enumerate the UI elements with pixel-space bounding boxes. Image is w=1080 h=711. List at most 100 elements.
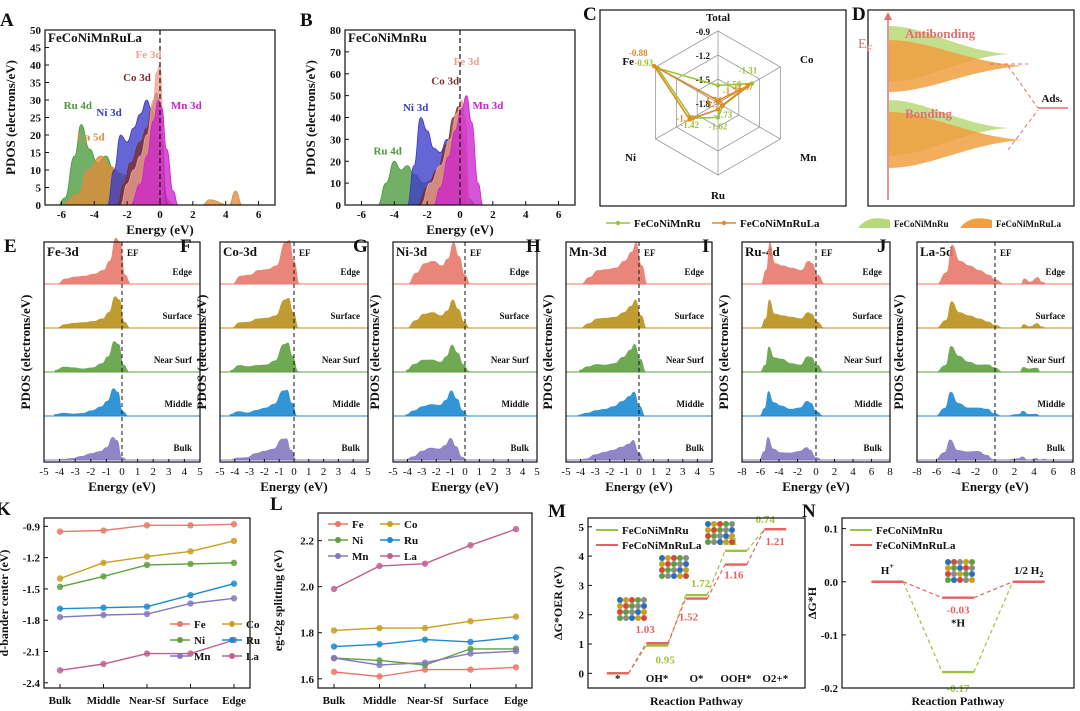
x-tick-label: -4 [403, 466, 413, 478]
radar-value-label: -0.93 [634, 58, 653, 68]
y-tick-label: 2.2 [300, 536, 314, 548]
atom [717, 539, 723, 545]
atom [671, 567, 677, 573]
x-tick-label: -6 [756, 466, 766, 478]
y-tick-label: 60 [330, 69, 342, 81]
energy-arrow [884, 12, 892, 20]
y-tick-label: 35 [30, 78, 42, 90]
atom [659, 561, 665, 567]
panel-label: F [180, 236, 192, 257]
radar-value-label: -0.88 [629, 48, 648, 58]
y-tick-label: -2.4 [23, 678, 41, 690]
x-axis-label: Reaction Pathway [650, 694, 743, 708]
x-tick-label: -2 [605, 466, 614, 478]
radar-axis-label: Total [706, 12, 730, 24]
radar-axis-label: Mn [800, 152, 817, 164]
series-label-ni-3d: Ni 3d [96, 107, 121, 119]
atom [617, 597, 623, 603]
layer-label: Bulk [173, 443, 192, 453]
panel-label: N [802, 501, 816, 522]
y-axis-label: PDOS (electrons/eV) [540, 295, 555, 410]
data-point [143, 610, 151, 618]
radar-value-label: -1.37 [734, 82, 753, 92]
atom [729, 533, 735, 539]
atom [951, 565, 957, 571]
panel-frame [599, 9, 847, 207]
atom [683, 573, 689, 579]
legend-label: Mn [352, 551, 369, 563]
fermi-label: EF [644, 248, 656, 258]
layer-label: Near Surf [154, 355, 193, 365]
y-axis-label: PDOS (electrons/eV) [716, 295, 731, 410]
connector-line [973, 581, 1013, 599]
radar-value-label: -1.31 [739, 65, 758, 75]
data-point [187, 600, 194, 607]
bonding-label: Bonding [905, 106, 952, 121]
x-tick-label: 8 [887, 466, 893, 478]
atom [969, 571, 975, 577]
atom [659, 573, 665, 579]
data-point [330, 654, 338, 662]
x-tick-label: 4 [1031, 466, 1037, 478]
x-tick-label: -6 [357, 209, 367, 221]
atom [729, 521, 735, 527]
data-point [143, 553, 151, 560]
radar-axis-label: Ni [625, 152, 636, 164]
x-tick-label: 6 [256, 209, 262, 221]
atom [717, 521, 723, 527]
x-tick-label: 8 [1070, 466, 1076, 478]
y-tick-label: 70 [330, 47, 342, 59]
y-tick-label: 5 [579, 522, 585, 534]
layer-label: Surface [1036, 311, 1066, 321]
layer-label: Bulk [341, 443, 360, 453]
layer-area-bulk [577, 440, 645, 460]
x-tick-label: 5 [534, 466, 540, 478]
data-point [100, 660, 107, 668]
x-tick-label: 6 [1051, 466, 1057, 478]
atom [635, 597, 641, 603]
radar-value-label: -1.73 [713, 110, 732, 120]
y-tick-label: 4 [579, 551, 585, 563]
x-tick-label: 3 [680, 466, 686, 478]
atom [677, 567, 683, 573]
legend-label: FeCoNiMnRuLa [740, 218, 820, 230]
data-point [187, 591, 194, 599]
atom [617, 609, 623, 615]
x-tick-label: 1 [651, 466, 657, 478]
x-tick-label: -2 [123, 209, 133, 221]
atom [711, 527, 717, 533]
fermi-level-label: EF [858, 37, 873, 55]
legend-marker [387, 553, 393, 559]
panels-e-to-j: E Fe-3d Edge Surface Near Surf Middle Bulk EF -5… [4, 236, 1076, 494]
radar-value-label: -1.58 [723, 79, 742, 89]
connector-line [667, 598, 687, 644]
data-point [467, 666, 474, 673]
layer-area-near-surf [230, 342, 299, 372]
fermi-label: EF [470, 248, 482, 258]
data-point [512, 634, 520, 641]
layer-area-middle [759, 391, 824, 416]
layer-label: Middle [676, 399, 704, 409]
x-tick-label: -4 [55, 466, 65, 478]
atom [629, 615, 635, 621]
plot-frame [841, 517, 1075, 689]
radar-value-label: -1.62 [709, 121, 728, 131]
layer-label: Surface [853, 311, 883, 321]
y-tick-label: 1.8 [300, 628, 314, 640]
x-tick-label: Surface [452, 695, 488, 707]
layer-area-surface [760, 299, 825, 328]
x-tick-label: 2 [832, 466, 838, 478]
y-tick-label: 2.0 [300, 582, 314, 594]
series-label-ru-4d: Ru 4d [373, 146, 401, 158]
legend-swatch [858, 218, 890, 228]
connector-line [903, 581, 943, 599]
atom [969, 577, 975, 583]
panel-d: D EF Ads. Antibonding Bonding FeCoNiMnRu FeCoN… [852, 4, 1075, 229]
structure-thumbnail-3 [705, 521, 735, 545]
atom [705, 539, 711, 545]
panel-label: A [0, 10, 14, 31]
layer-area-near-surf [406, 344, 470, 372]
x-tick-label: 0 [457, 209, 463, 221]
legend-label: Mn [194, 651, 211, 663]
connector-line [746, 528, 765, 552]
